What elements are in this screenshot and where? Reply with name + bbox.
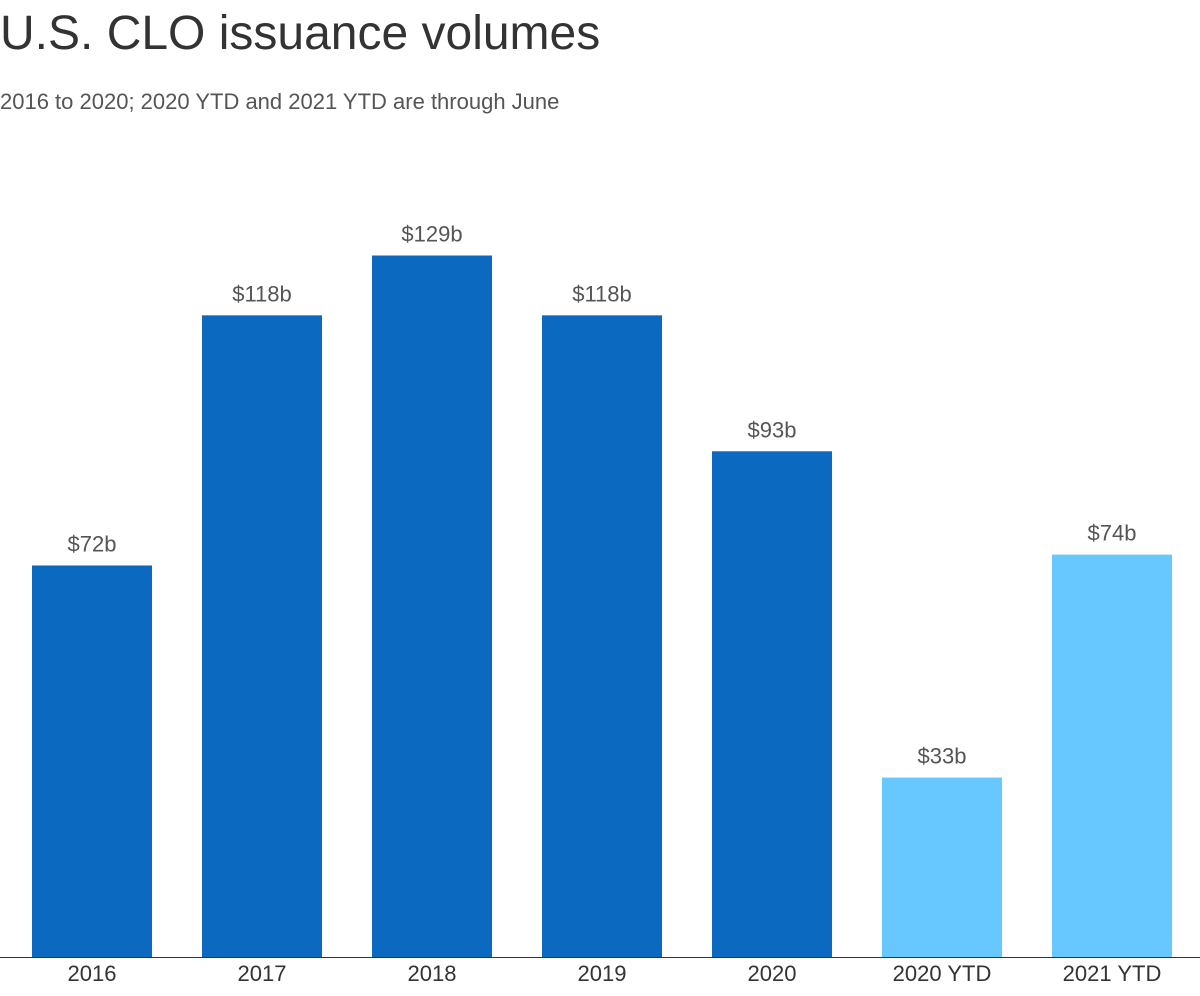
bar-value-label: $118b (232, 281, 292, 306)
x-tick-label: 2018 (408, 961, 457, 986)
bar-value-label: $129b (401, 222, 462, 247)
bar-value-label: $72b (68, 531, 117, 556)
x-tick-label: 2019 (578, 961, 627, 986)
bar-2019 (542, 315, 662, 957)
bar-2020-ytd (882, 777, 1002, 957)
bar-2018 (372, 255, 492, 957)
bar-value-label: $74b (1088, 521, 1137, 546)
bar-2020 (712, 451, 832, 957)
bar-2017 (202, 315, 322, 957)
x-tick-label: 2016 (68, 961, 117, 986)
chart-title: U.S. CLO issuance volumes (0, 7, 601, 60)
x-axis-tick-labels: 2016 2017 2018 2019 2020 2020 YTD 2021 YTD (68, 961, 1162, 986)
x-tick-label: 2017 (238, 961, 287, 986)
x-tick-label: 2021 YTD (1063, 961, 1162, 986)
bar-value-label: $118b (572, 281, 632, 306)
bar-2016 (32, 565, 152, 957)
bar-value-label: $33b (918, 744, 967, 769)
bar-value-labels: $72b $118b $129b $118b $93b $33b $74b (68, 222, 1137, 769)
bars-group (32, 255, 1172, 957)
bar-value-label: $93b (748, 417, 797, 442)
chart-subtitle: 2016 to 2020; 2020 YTD and 2021 YTD are … (0, 89, 560, 114)
bar-2021-ytd (1052, 554, 1172, 957)
x-tick-label: 2020 YTD (893, 961, 992, 986)
x-tick-label: 2020 (748, 961, 797, 986)
